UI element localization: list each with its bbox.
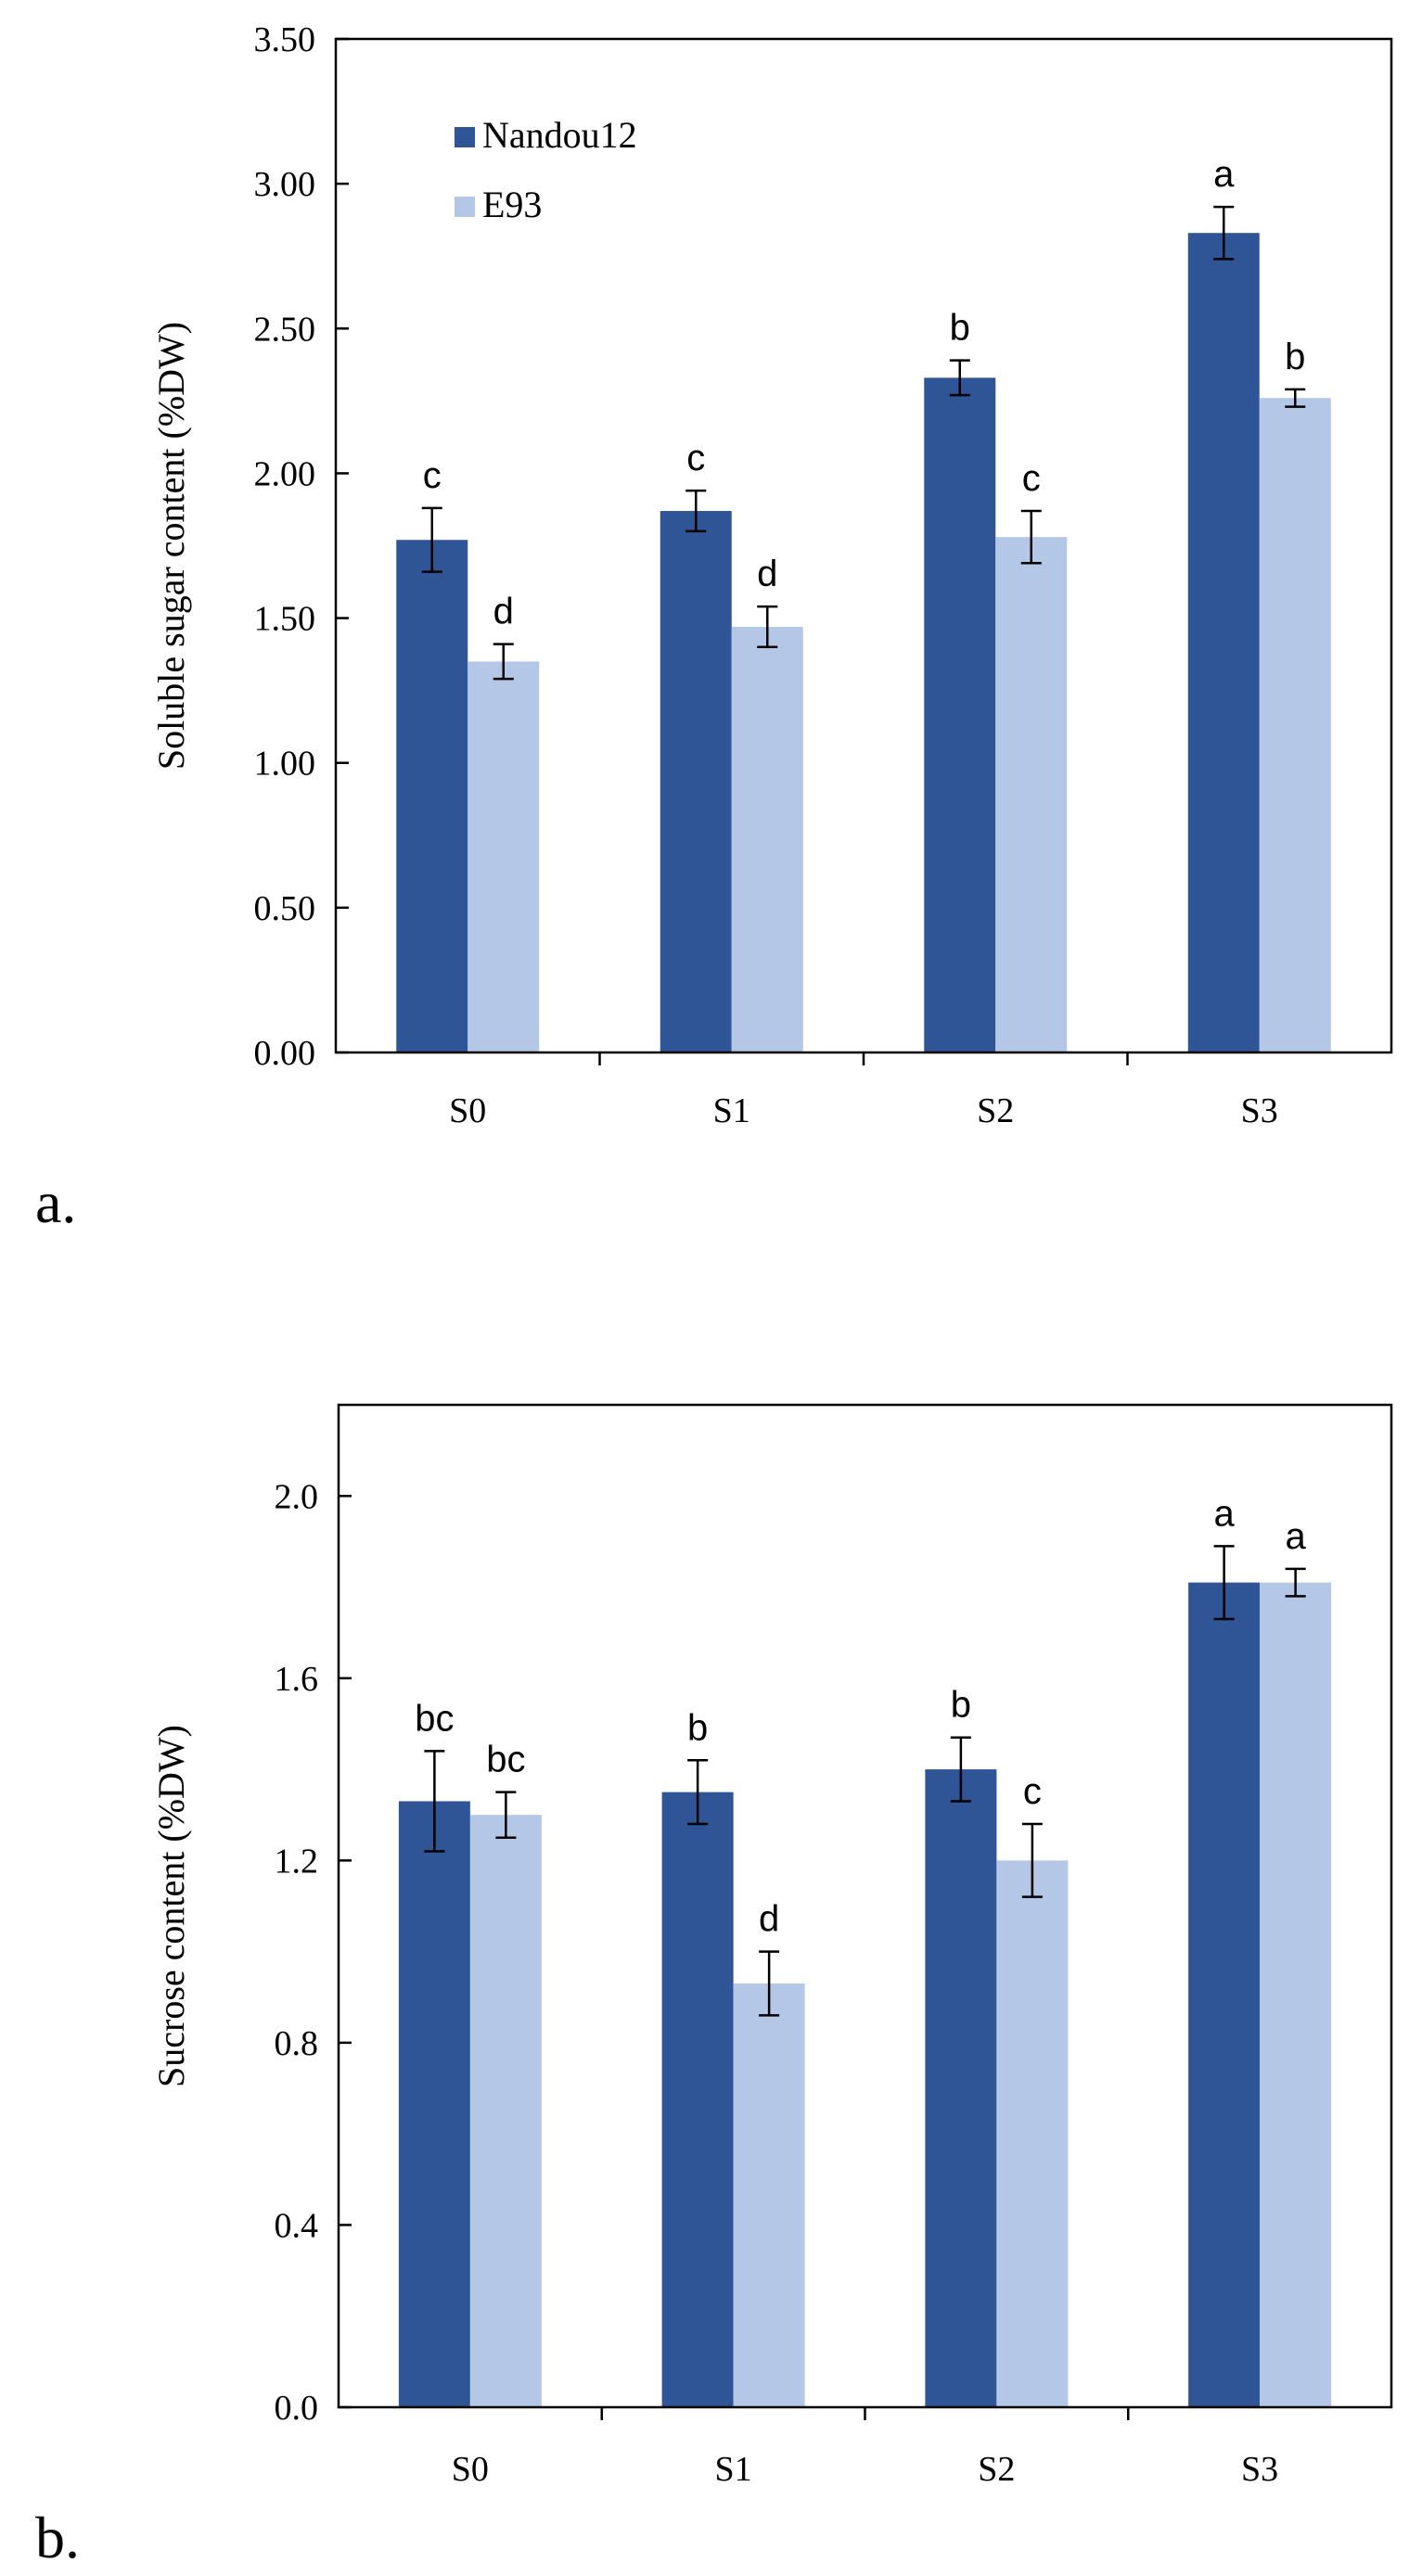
- panel-a-significance-letter: b: [950, 308, 970, 349]
- panel-a-y-tick-label: 2.50: [254, 310, 316, 349]
- panel-a-legend: Nandou12 E93: [455, 114, 637, 225]
- panel-b-y-axis-title: Sucrose content (%DW): [150, 1725, 192, 2087]
- panel-b-significance-letter: bc: [415, 1698, 454, 1739]
- legend-label-nandou12: Nandou12: [482, 114, 637, 156]
- panel-a-significance-letter: c: [1022, 458, 1041, 499]
- panel-b-bar-nandou12-s1: [661, 1792, 734, 2407]
- panel-b-significance-letter: c: [1023, 1771, 1042, 1812]
- panel-a-y-tick-label: 0.50: [254, 889, 316, 928]
- panel-b-y-tick-label: 2.0: [275, 1477, 319, 1516]
- panel-a-bar-e93-s3: [1259, 398, 1331, 1053]
- panel-a-x-tick-label: S3: [1241, 1091, 1278, 1130]
- panel-a-y-tick-label: 3.50: [254, 20, 316, 59]
- panel-b-significance-letter: a: [1286, 1516, 1307, 1557]
- panel-a-y-tick-label: 2.00: [254, 454, 316, 493]
- panel-b-error-bar: [495, 1791, 517, 1840]
- panel-a-bar-nandou12-s1: [660, 511, 732, 1052]
- panel-a-significance-letter: d: [757, 554, 777, 594]
- panel-a-error-bar: [421, 506, 442, 573]
- panel-a-y-tick-label: 0.00: [254, 1034, 316, 1073]
- panel-b-y-tick-label: 1.6: [275, 1660, 319, 1699]
- legend-swatch-nandou12: [455, 127, 475, 147]
- panel-a-chart: c d S0 c d S1 b c S2 a b S3 0.00 0.50 1.00 1.50 2.00 2.50…: [35, 20, 1393, 1235]
- panel-a-error-bar: [757, 605, 778, 649]
- panel-b-error-bar: [1285, 1567, 1306, 1598]
- panel-a-error-bar: [493, 643, 514, 681]
- panel-a-error-bar: [1020, 509, 1042, 565]
- panel-a-x-tick-label: S2: [977, 1091, 1014, 1130]
- panel-b-error-bar: [950, 1736, 971, 1803]
- panel-a-label: a.: [35, 1169, 76, 1235]
- panel-a-bar-e93-s2: [995, 537, 1068, 1052]
- panel-a-bar-nandou12-s0: [396, 540, 468, 1052]
- panel-a-error-bar: [1285, 388, 1306, 408]
- panel-b-error-bar: [1213, 1545, 1235, 1621]
- panel-b-bar-nandou12-s0: [398, 1801, 470, 2407]
- panel-a-y-axis-title: Soluble sugar content (%DW): [150, 322, 192, 770]
- panel-b-x-tick-label: S3: [1241, 2450, 1278, 2489]
- panel-b-y-tick-label: 0.0: [275, 2389, 319, 2428]
- panel-b-label: b.: [35, 2505, 80, 2570]
- panel-a-error-bar: [1213, 205, 1235, 261]
- panel-b-bar-nandou12-s2: [925, 1769, 997, 2407]
- panel-a-y-tick-label: 1.50: [254, 600, 316, 639]
- panel-b-bar-e93-s3: [1260, 1582, 1332, 2407]
- panel-b-y-tick-label: 1.2: [275, 1842, 319, 1881]
- panel-a-bar-nandou12-s3: [1187, 233, 1260, 1052]
- legend-swatch-e93: [455, 197, 475, 217]
- panel-b-error-bar: [687, 1759, 709, 1826]
- panel-b-y-tick-label: 0.8: [275, 2024, 319, 2063]
- panel-b-x-tick-label: S2: [978, 2450, 1015, 2489]
- panel-b-x-tick-label: S1: [715, 2450, 752, 2489]
- panel-b-error-bar: [759, 1950, 780, 2017]
- panel-b-chart: bcbcS0bdS1bcS2aaS30.00.40.81.21.62.0Sucr…: [35, 1403, 1393, 2570]
- panel-a-bar-e93-s0: [468, 661, 540, 1052]
- panel-a-x-tick-label: S1: [713, 1091, 750, 1130]
- panel-a-error-bar: [949, 359, 970, 397]
- panel-b-error-bar: [1021, 1822, 1043, 1898]
- panel-a-significance-letter: a: [1213, 154, 1235, 195]
- panel-b-significance-letter: a: [1214, 1493, 1236, 1534]
- panel-b-significance-letter: b: [951, 1685, 971, 1726]
- panel-b-significance-letter: bc: [486, 1740, 525, 1780]
- panel-a-bar-nandou12-s2: [924, 377, 996, 1053]
- panel-a-bar-e93-s1: [731, 626, 803, 1052]
- panel-b-bar-e93-s0: [469, 1815, 542, 2407]
- panel-b-x-tick-label: S0: [452, 2450, 489, 2489]
- panel-b-significance-letter: d: [759, 1899, 779, 1940]
- legend-label-e93: E93: [482, 184, 542, 225]
- panel-a-significance-letter: d: [493, 592, 514, 632]
- panel-a-significance-letter: b: [1285, 337, 1305, 377]
- panel-b-error-bar: [424, 1750, 445, 1853]
- panel-b-y-tick-label: 0.4: [275, 2206, 319, 2245]
- panel-a-y-tick-label: 1.00: [254, 745, 316, 784]
- panel-a-x-tick-label: S0: [449, 1091, 486, 1130]
- panel-a-significance-letter: c: [686, 438, 705, 478]
- panel-b-bar-nandou12-s3: [1188, 1582, 1261, 2407]
- panel-b-bar-e93-s1: [733, 1983, 805, 2407]
- panel-a-y-tick-label: 3.00: [254, 165, 316, 204]
- panel-a-error-bar: [685, 489, 707, 533]
- panel-b-bar-e93-s2: [996, 1860, 1069, 2407]
- panel-a-significance-letter: c: [423, 455, 442, 496]
- panel-b-significance-letter: b: [687, 1707, 708, 1748]
